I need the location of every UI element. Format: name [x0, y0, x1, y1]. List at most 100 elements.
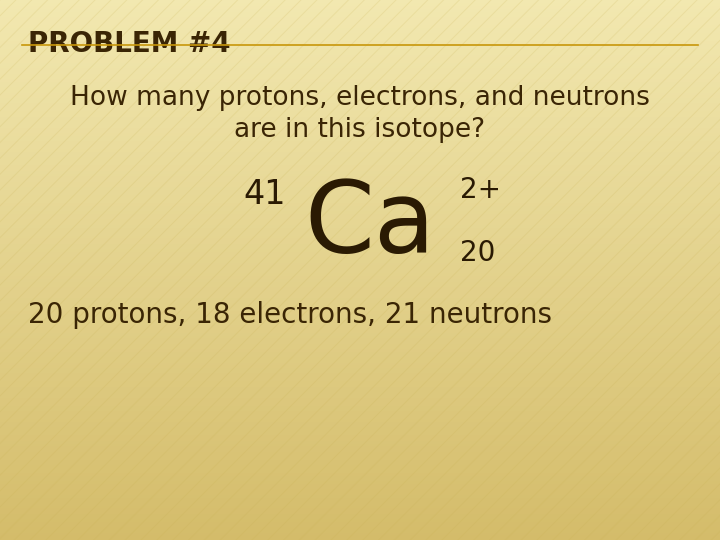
Bar [0, 120, 720, 124]
Bar [0, 318, 720, 321]
Bar [0, 258, 720, 262]
Bar [0, 474, 720, 478]
Bar [0, 477, 720, 481]
Text: 20: 20 [460, 239, 495, 267]
Bar [0, 131, 720, 135]
Bar [0, 323, 720, 327]
Bar [0, 534, 720, 537]
Bar [0, 523, 720, 526]
Bar [0, 293, 720, 297]
Bar [0, 212, 720, 216]
Bar [0, 247, 720, 251]
Bar [0, 145, 720, 148]
Bar [0, 196, 720, 200]
Bar [0, 69, 720, 73]
Bar [0, 326, 720, 329]
Bar [0, 288, 720, 292]
Bar [0, 439, 720, 443]
Bar [0, 245, 720, 248]
Bar [0, 512, 720, 516]
Bar [0, 12, 720, 16]
Bar [0, 226, 720, 230]
Bar [0, 396, 720, 400]
Bar [0, 64, 720, 68]
Bar [0, 372, 720, 375]
Bar [0, 525, 720, 529]
Bar [0, 428, 720, 432]
Bar [0, 115, 720, 119]
Bar [0, 485, 720, 489]
Bar [0, 366, 720, 370]
Bar [0, 191, 720, 194]
Bar [0, 88, 720, 92]
Bar [0, 277, 720, 281]
Bar [0, 129, 720, 132]
Bar [0, 75, 720, 78]
Bar [0, 274, 720, 278]
Bar [0, 164, 720, 167]
Bar [0, 48, 720, 51]
Bar [0, 385, 720, 389]
Bar [0, 199, 720, 202]
Bar [0, 172, 720, 176]
Bar [0, 363, 720, 367]
Bar [0, 480, 720, 483]
Bar [0, 401, 720, 405]
Bar [0, 315, 720, 319]
Text: PROBLEM #4: PROBLEM #4 [28, 30, 230, 58]
Bar [0, 107, 720, 111]
Bar [0, 501, 720, 505]
Bar [0, 358, 720, 362]
Bar [0, 498, 720, 502]
Bar [0, 471, 720, 475]
Bar [0, 458, 720, 462]
Bar [0, 99, 720, 103]
Bar [0, 382, 720, 386]
Bar [0, 153, 720, 157]
Bar [0, 466, 720, 470]
Bar [0, 280, 720, 284]
Bar [0, 320, 720, 324]
Bar [0, 150, 720, 154]
Bar [0, 350, 720, 354]
Bar [0, 507, 720, 510]
Bar [0, 531, 720, 535]
Bar [0, 517, 720, 521]
Bar [0, 85, 720, 89]
Bar [0, 488, 720, 491]
Bar [0, 496, 720, 500]
Bar [0, 412, 720, 416]
Bar [0, 193, 720, 197]
Bar [0, 239, 720, 243]
Bar [0, 18, 720, 22]
Bar [0, 207, 720, 211]
Bar [0, 304, 720, 308]
Bar [0, 482, 720, 486]
Bar [0, 231, 720, 235]
Bar [0, 369, 720, 373]
Bar [0, 504, 720, 508]
Bar [0, 339, 720, 343]
Bar [0, 185, 720, 189]
Bar [0, 10, 720, 14]
Bar [0, 137, 720, 140]
Bar [0, 201, 720, 205]
Bar [0, 34, 720, 38]
Bar [0, 234, 720, 238]
Bar [0, 447, 720, 451]
Bar [0, 377, 720, 381]
Bar [0, 493, 720, 497]
Bar [0, 72, 720, 76]
Bar [0, 299, 720, 302]
Text: Ca: Ca [305, 177, 436, 273]
Bar [0, 509, 720, 513]
Bar [0, 296, 720, 300]
Text: 2+: 2+ [460, 176, 501, 204]
Bar [0, 431, 720, 435]
Bar [0, 123, 720, 127]
Bar [0, 455, 720, 459]
Bar [0, 426, 720, 429]
Bar [0, 77, 720, 81]
Bar [0, 112, 720, 116]
Bar [0, 409, 720, 413]
